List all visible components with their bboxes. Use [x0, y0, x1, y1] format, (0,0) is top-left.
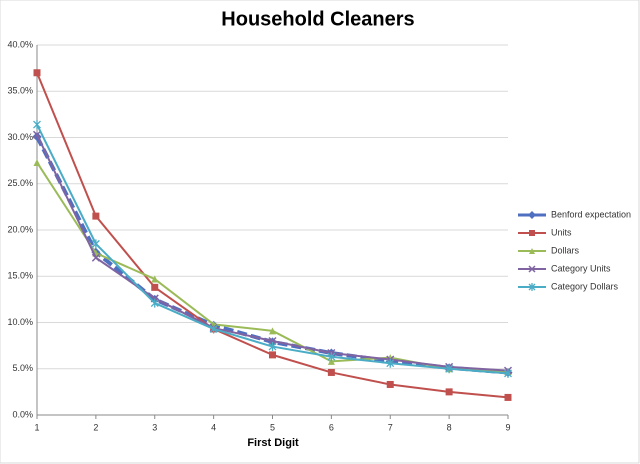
marker: [269, 327, 276, 335]
marker: [504, 368, 512, 378]
marker: [327, 352, 336, 362]
legend-label: Category Units: [551, 263, 611, 273]
legend-label: Category Dollars: [551, 281, 619, 291]
marker: [386, 380, 394, 388]
y-tick-label: 0.0%: [12, 409, 33, 419]
y-tick-label: 35.0%: [7, 86, 33, 96]
x-axis-title: First Digit: [247, 437, 299, 449]
marker: [327, 368, 335, 376]
legend-label: Benford expectation: [551, 209, 631, 219]
marker: [91, 253, 100, 262]
legend-marker: [528, 283, 536, 291]
legend-marker: [528, 265, 536, 273]
marker: [445, 388, 453, 396]
x-tick-label: 9: [505, 422, 510, 432]
marker: [33, 158, 41, 166]
marker: [445, 364, 454, 374]
chart-title: Household Cleaners: [221, 8, 414, 30]
marker: [151, 275, 159, 283]
legend-marker: [529, 230, 535, 236]
x-tick-label: 5: [270, 422, 275, 432]
x-tick-label: 4: [211, 422, 216, 432]
marker: [151, 283, 159, 291]
legend-marker: [528, 211, 536, 219]
y-tick-label: 25.0%: [7, 178, 33, 188]
marker: [327, 357, 335, 365]
legend-label: Units: [551, 227, 572, 237]
x-tick-label: 8: [447, 422, 452, 432]
marker: [92, 212, 100, 220]
y-tick-label: 40.0%: [7, 39, 33, 49]
x-tick-label: 2: [93, 422, 98, 432]
y-tick-label: 5.0%: [12, 363, 33, 373]
legend-label: Dollars: [551, 245, 580, 255]
marker: [33, 120, 41, 130]
marker: [91, 239, 100, 249]
x-tick-label: 3: [152, 422, 157, 432]
marker: [386, 358, 395, 368]
y-tick-label: 20.0%: [7, 224, 33, 234]
marker: [209, 324, 218, 334]
marker: [150, 298, 159, 308]
x-tick-label: 1: [34, 422, 39, 432]
y-tick-label: 10.0%: [7, 317, 33, 327]
y-tick-label: 30.0%: [7, 132, 33, 142]
marker: [33, 69, 41, 77]
marker: [32, 130, 42, 139]
marker: [269, 351, 276, 359]
y-tick-label: 15.0%: [7, 271, 33, 281]
x-tick-label: 7: [388, 422, 393, 432]
marker: [268, 342, 277, 352]
marker: [504, 393, 512, 401]
legend-marker: [529, 248, 535, 254]
x-tick-label: 6: [329, 422, 334, 432]
